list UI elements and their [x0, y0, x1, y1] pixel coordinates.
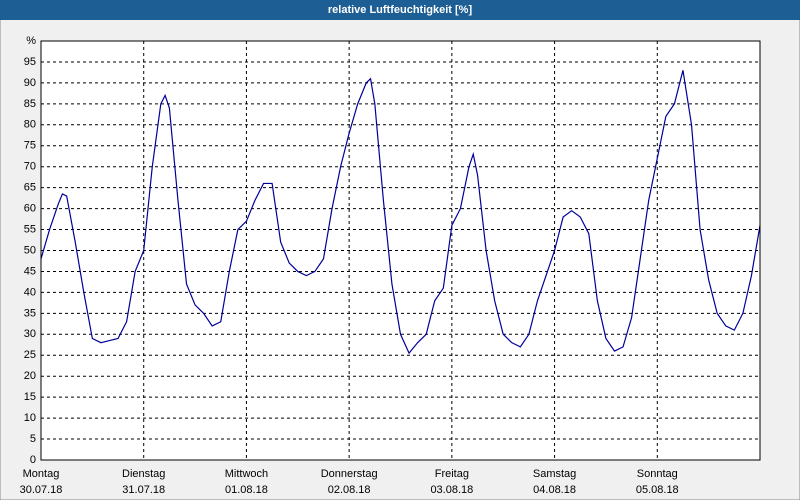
y-tick-label: 25 — [24, 349, 36, 361]
y-tick-label: 10 — [24, 412, 36, 424]
y-tick-label: 95 — [24, 56, 36, 68]
x-tick-label: Donnerstag 02.08.18 — [321, 468, 378, 496]
y-tick-label: 0 — [30, 454, 36, 466]
y-tick-label: 50 — [24, 244, 36, 256]
y-tick-label: 40 — [24, 286, 36, 298]
chart-title: relative Luftfeuchtigkeit [%] — [328, 4, 473, 16]
x-tick-label: Mittwoch 01.08.18 — [225, 468, 268, 496]
y-tick-label: 80 — [24, 119, 36, 131]
y-tick-label: 60 — [24, 203, 36, 215]
y-tick-label: 55 — [24, 223, 36, 235]
y-tick-label: 15 — [24, 391, 36, 403]
x-tick-label: Samstag 04.08.18 — [533, 468, 576, 496]
marks — [40, 70, 761, 355]
y-tick-label: 70 — [24, 161, 36, 173]
x-tick-label: Montag 30.07.18 — [20, 468, 63, 496]
y-tick-label: 75 — [24, 140, 36, 152]
title-bar — [0, 0, 800, 20]
y-tick-label: 45 — [24, 265, 36, 277]
y-tick-label: 90 — [24, 77, 36, 89]
y-tick-label: 85 — [24, 98, 36, 110]
y-tick-label: 30 — [24, 328, 36, 340]
x-tick-label: Dienstag 31.07.18 — [122, 468, 165, 496]
plot-border — [40, 40, 761, 461]
x-tick-label: Freitag 03.08.18 — [430, 468, 473, 496]
y-tick-label: % — [26, 35, 36, 47]
y-tick-label: 20 — [24, 370, 36, 382]
plot-area — [41, 41, 760, 460]
x-tick-label: Sonntag 05.08.18 — [636, 468, 679, 496]
y-tick-label: 35 — [24, 307, 36, 319]
y-tick-label: 65 — [24, 182, 36, 194]
data-line — [40, 70, 761, 355]
y-tick-label: 5 — [30, 433, 36, 445]
